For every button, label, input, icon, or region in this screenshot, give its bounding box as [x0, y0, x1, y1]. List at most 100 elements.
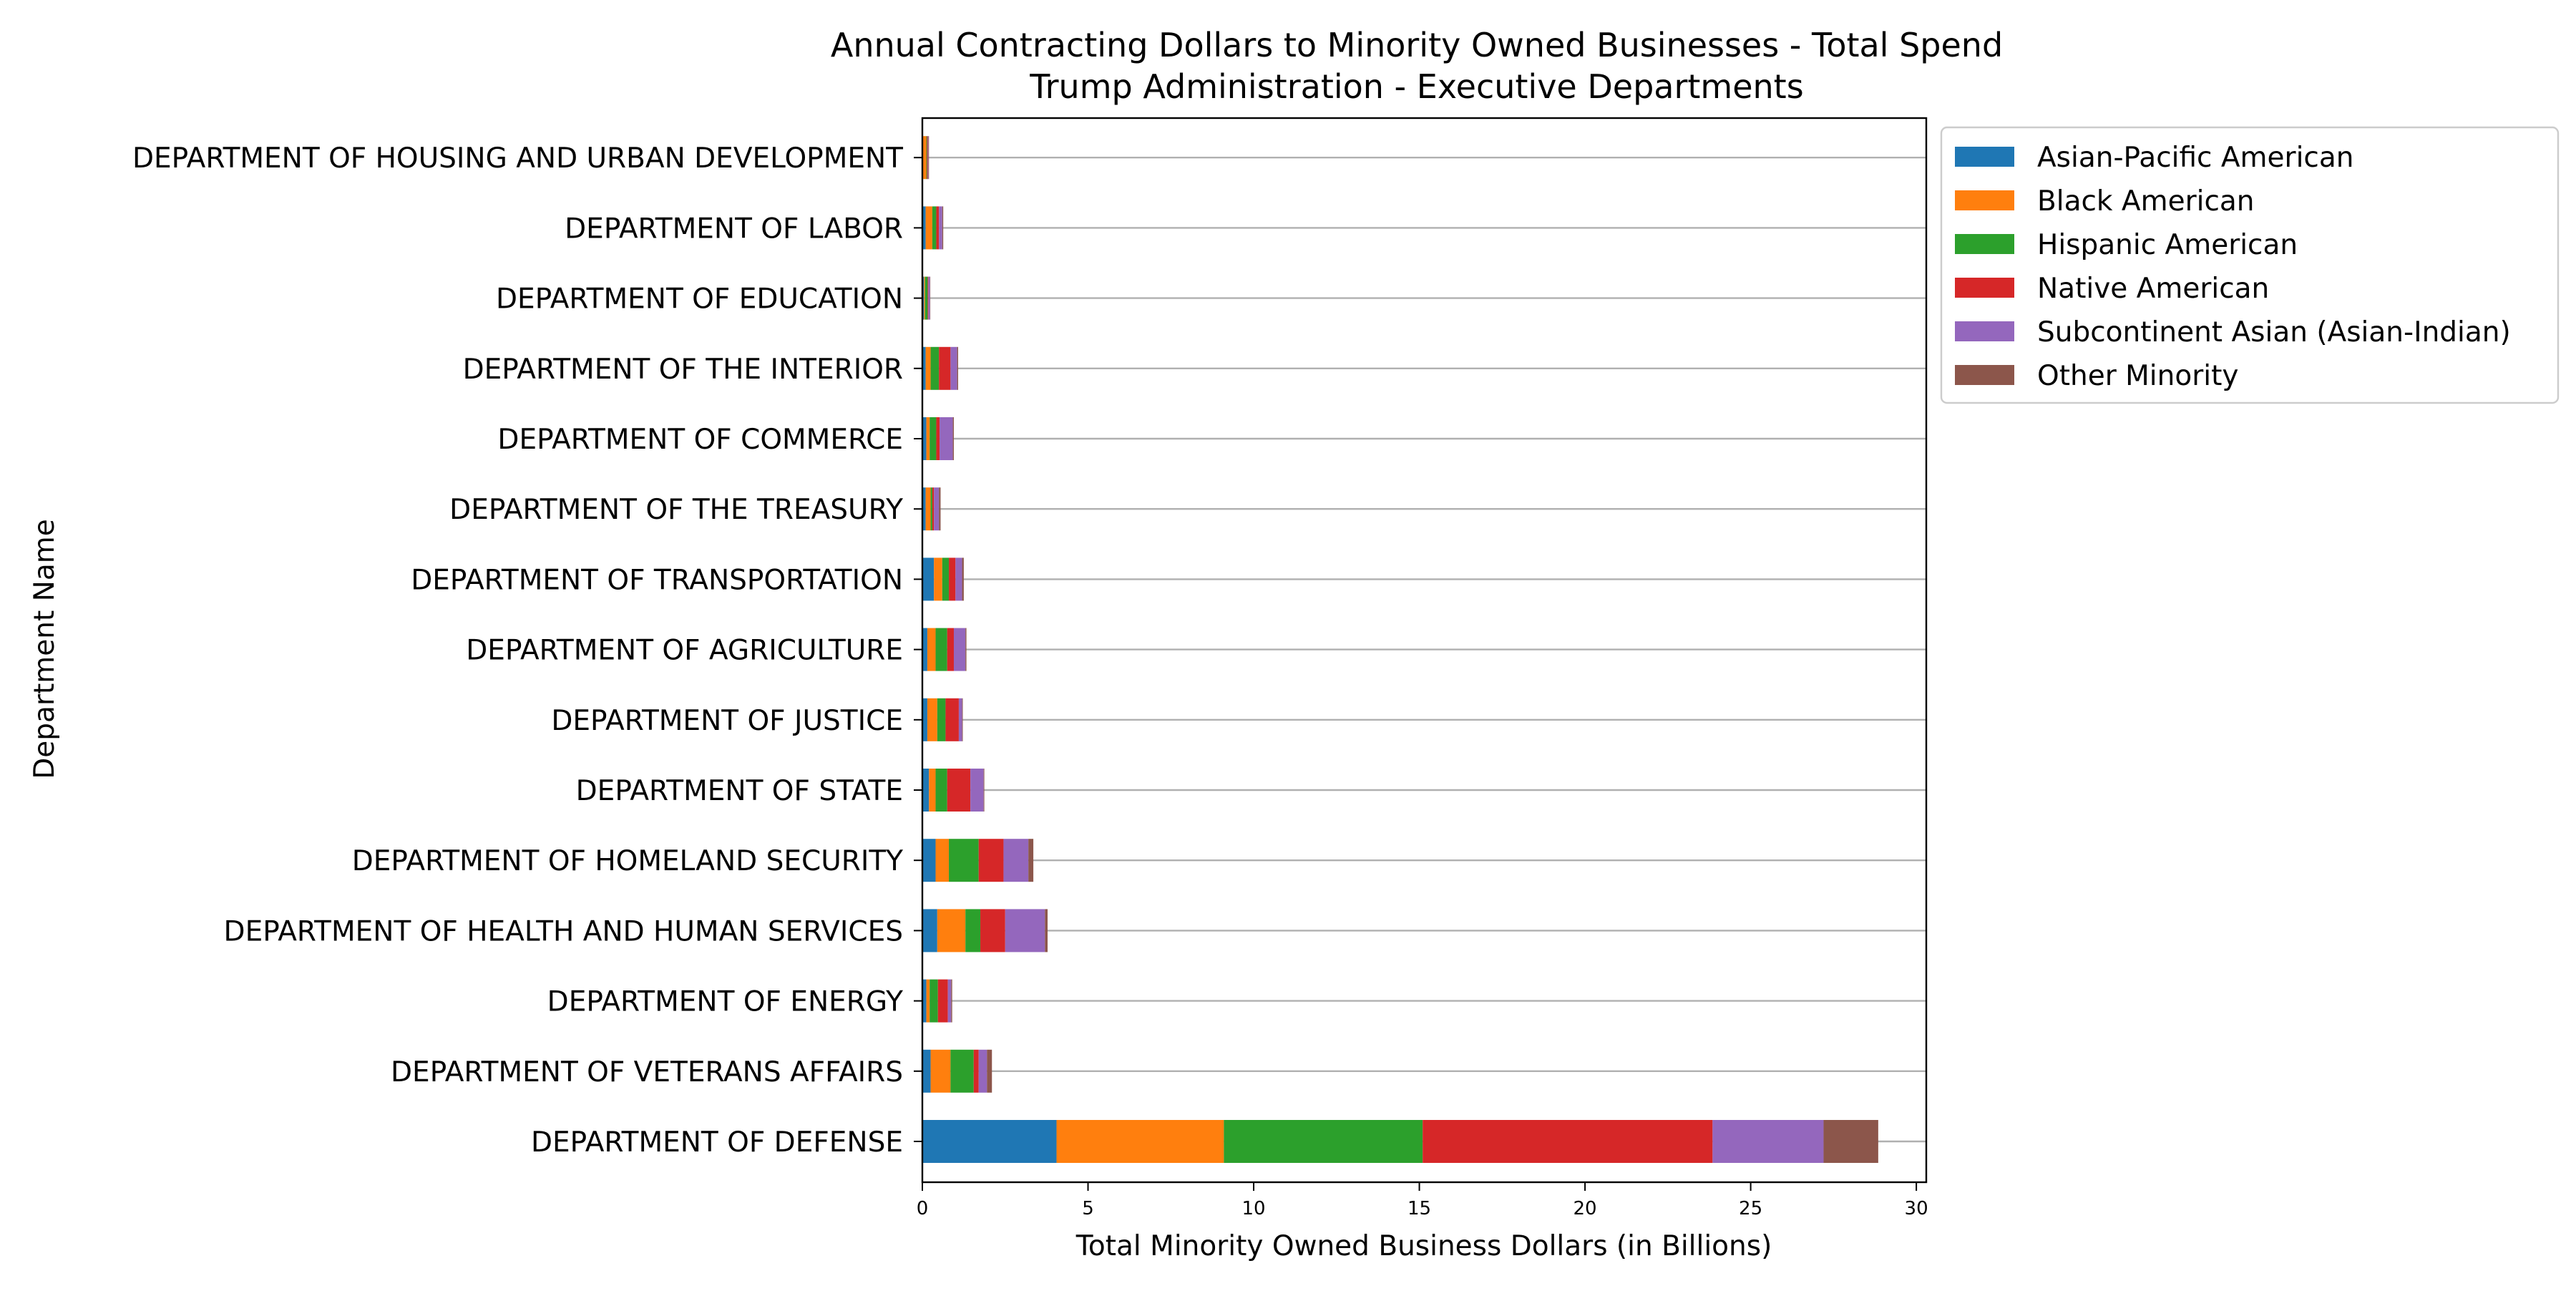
x-tick-label: 0	[917, 1198, 929, 1219]
bar-segment	[1423, 1120, 1712, 1163]
bar-segment	[949, 557, 955, 600]
axes	[914, 118, 1926, 1191]
bar-segment	[926, 206, 932, 249]
y-tick-label: DEPARTMENT OF THE INTERIOR	[463, 354, 903, 386]
bar-segment	[936, 769, 947, 812]
x-axis-label: Total Minority Owned Business Dollars (i…	[1075, 1230, 1772, 1262]
bar-segment	[922, 909, 937, 952]
x-tick-label: 10	[1241, 1198, 1265, 1219]
bar-segment	[936, 206, 939, 249]
bar-segment	[949, 839, 979, 882]
bar-segment	[926, 487, 931, 530]
bar-segment	[965, 909, 980, 952]
bar-segment	[934, 557, 942, 600]
legend-label: Asian-Pacific American	[2037, 142, 2353, 174]
bar-segment	[937, 698, 946, 741]
bar-segment	[936, 628, 947, 671]
bar-segment	[957, 347, 958, 390]
bar-segment	[929, 769, 935, 812]
legend-swatch	[1955, 190, 2014, 210]
bar-segment	[951, 980, 952, 1023]
bar-segment	[942, 557, 949, 600]
bar-segment	[1045, 909, 1048, 952]
labels: Annual Contracting Dollars to Minority O…	[29, 26, 2003, 1262]
bar-segment	[937, 909, 965, 952]
bar-segment	[950, 1050, 973, 1093]
bar-segment	[939, 487, 940, 530]
bar-segment	[979, 839, 1004, 882]
bar-segment	[965, 628, 966, 671]
y-tick-label: DEPARTMENT OF ENERGY	[547, 986, 904, 1018]
y-tick-label: DEPARTMENT OF HOUSING AND URBAN DEVELOPM…	[132, 142, 903, 175]
bar-segment	[922, 557, 934, 600]
y-tick-label: DEPARTMENT OF JUSTICE	[551, 705, 903, 737]
legend-label: Subcontinent Asian (Asian-Indian)	[2037, 316, 2511, 349]
bar-segment	[928, 277, 930, 320]
bar-segment	[928, 136, 929, 179]
bar-segment	[987, 1050, 992, 1093]
bar-segment	[927, 980, 930, 1023]
bar-segment	[934, 487, 939, 530]
bar-segment	[939, 206, 942, 249]
bar-segment	[926, 347, 931, 390]
bar-segment	[931, 1050, 951, 1093]
y-tick-label: DEPARTMENT OF THE TREASURY	[449, 494, 903, 526]
bar-segment	[962, 698, 963, 741]
bar-segment	[936, 839, 950, 882]
bar-segment	[939, 347, 950, 390]
bar-segment	[925, 277, 928, 320]
legend-swatch	[1955, 234, 2014, 254]
x-tick-label: 25	[1739, 1198, 1762, 1219]
bar-segment	[922, 1120, 1057, 1163]
bar-segment	[936, 417, 940, 460]
bar-segment	[1057, 1120, 1224, 1163]
bar-segment	[922, 839, 936, 882]
bar-segment	[932, 206, 937, 249]
y-axis-label: Department Name	[29, 519, 61, 779]
bar-segment	[953, 417, 954, 460]
bar-segment	[1712, 1120, 1823, 1163]
y-tick-label: DEPARTMENT OF EDUCATION	[496, 283, 903, 316]
bar-segment	[979, 1050, 987, 1093]
x-tick-label: 30	[1905, 1198, 1928, 1219]
bar-segment	[931, 487, 932, 530]
bar-segment	[930, 980, 938, 1023]
legend-label: Hispanic American	[2037, 229, 2298, 261]
bar-segment	[954, 628, 965, 671]
legend-swatch	[1955, 365, 2014, 385]
bar-segment	[984, 769, 985, 812]
bar-segment	[932, 487, 934, 530]
bar-segment	[1224, 1120, 1423, 1163]
x-tick-label: 20	[1574, 1198, 1597, 1219]
y-tick-label: DEPARTMENT OF COMMERCE	[497, 424, 903, 456]
bar-segment	[922, 1050, 931, 1093]
y-tick-label: DEPARTMENT OF STATE	[576, 775, 903, 807]
bar-segment	[927, 628, 936, 671]
bar-segment	[945, 698, 959, 741]
bar-segment	[922, 769, 929, 812]
bar-segment	[959, 698, 962, 741]
y-tick-label: DEPARTMENT OF AGRICULTURE	[466, 635, 903, 667]
bar-segment	[1823, 1120, 1878, 1163]
bar-segment	[974, 1050, 979, 1093]
x-tick-label: 5	[1082, 1198, 1094, 1219]
y-tick-label: DEPARTMENT OF LABOR	[565, 213, 903, 245]
y-tick-label: DEPARTMENT OF HOMELAND SECURITY	[352, 845, 903, 877]
y-tick-label: DEPARTMENT OF TRANSPORTATION	[411, 564, 903, 596]
bar-segment	[1028, 839, 1033, 882]
bar-segment	[950, 347, 957, 390]
bar-segment	[947, 769, 970, 812]
bar-segment	[1005, 909, 1045, 952]
chart-title: Annual Contracting Dollars to Minority O…	[831, 26, 2003, 64]
bar-segment	[962, 557, 964, 600]
bar-segment	[948, 980, 952, 1023]
bar-segment	[940, 417, 953, 460]
bar-segment	[1003, 839, 1028, 882]
bar-segment	[942, 206, 943, 249]
bar-segment	[927, 277, 928, 320]
legend-label: Native American	[2037, 273, 2269, 305]
y-tick-label: DEPARTMENT OF VETERANS AFFAIRS	[391, 1056, 903, 1088]
